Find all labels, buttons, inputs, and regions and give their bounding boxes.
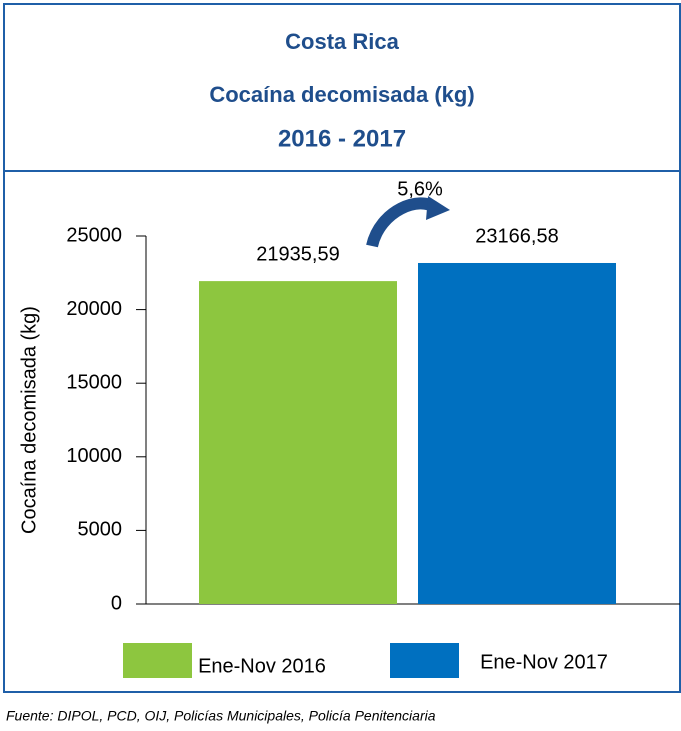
annotation: 5,6% bbox=[397, 178, 443, 200]
value-label: 21935,59 bbox=[256, 243, 339, 265]
y-tick-label: 5000 bbox=[78, 519, 123, 541]
y-tick-label: 15000 bbox=[66, 371, 122, 393]
bar bbox=[199, 281, 397, 604]
legend-label: Ene-Nov 2017 bbox=[480, 651, 608, 673]
bar bbox=[418, 262, 616, 604]
y-tick-label: 25000 bbox=[66, 224, 122, 246]
legend-swatch bbox=[390, 643, 459, 678]
change-arrow-head bbox=[426, 196, 450, 220]
chart-subtitle: Cocaína decomisada (kg) bbox=[209, 82, 474, 107]
y-tick-label: 20000 bbox=[66, 298, 122, 320]
value-label: 23166,58 bbox=[475, 225, 558, 247]
frame bbox=[3, 3, 681, 693]
y-tick-label: 10000 bbox=[66, 445, 122, 467]
y-tick-label: 0 bbox=[111, 592, 122, 614]
legend-label: Ene-Nov 2016 bbox=[198, 655, 326, 677]
source-note: Fuente: DIPOL, PCD, OIJ, Policías Munici… bbox=[6, 708, 436, 724]
chart-period: 2016 - 2017 bbox=[278, 125, 406, 152]
change-arrow bbox=[366, 197, 439, 248]
y-axis-label: Cocaína decomisada (kg) bbox=[18, 306, 40, 534]
chart-title: Costa Rica bbox=[285, 29, 399, 54]
legend-swatch bbox=[123, 643, 192, 678]
